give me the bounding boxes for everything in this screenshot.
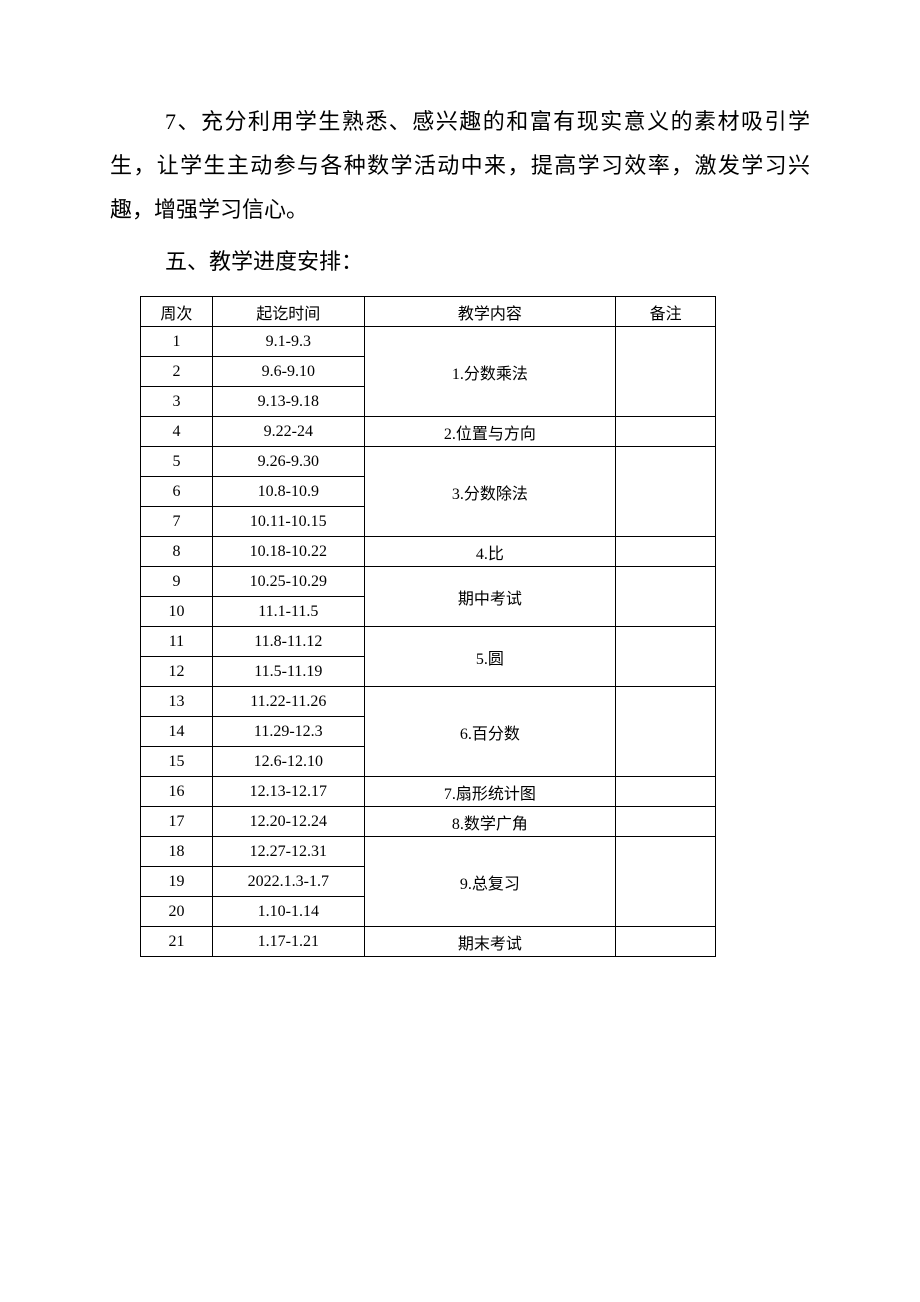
cell-week: 16 bbox=[141, 777, 213, 807]
cell-content: 2.位置与方向 bbox=[364, 417, 615, 447]
cell-date: 9.13-9.18 bbox=[212, 387, 364, 417]
cell-week: 9 bbox=[141, 567, 213, 597]
cell-date: 10.25-10.29 bbox=[212, 567, 364, 597]
cell-week: 20 bbox=[141, 897, 213, 927]
table-row: 211.17-1.21期末考试 bbox=[141, 927, 716, 957]
cell-date: 11.29-12.3 bbox=[212, 717, 364, 747]
cell-note bbox=[616, 627, 716, 687]
cell-week: 4 bbox=[141, 417, 213, 447]
cell-week: 18 bbox=[141, 837, 213, 867]
cell-date: 12.13-12.17 bbox=[212, 777, 364, 807]
cell-date: 12.27-12.31 bbox=[212, 837, 364, 867]
cell-date: 2022.1.3-1.7 bbox=[212, 867, 364, 897]
cell-date: 9.6-9.10 bbox=[212, 357, 364, 387]
cell-date: 11.1-11.5 bbox=[212, 597, 364, 627]
cell-note bbox=[616, 837, 716, 927]
cell-date: 9.22-24 bbox=[212, 417, 364, 447]
cell-week: 14 bbox=[141, 717, 213, 747]
cell-content: 7.扇形统计图 bbox=[364, 777, 615, 807]
cell-date: 1.17-1.21 bbox=[212, 927, 364, 957]
cell-week: 2 bbox=[141, 357, 213, 387]
cell-date: 12.20-12.24 bbox=[212, 807, 364, 837]
cell-note bbox=[616, 537, 716, 567]
cell-date: 11.8-11.12 bbox=[212, 627, 364, 657]
table-row: 910.25-10.29期中考试 bbox=[141, 567, 716, 597]
cell-week: 12 bbox=[141, 657, 213, 687]
cell-content: 期末考试 bbox=[364, 927, 615, 957]
cell-week: 8 bbox=[141, 537, 213, 567]
table-row: 1712.20-12.248.数学广角 bbox=[141, 807, 716, 837]
header-content: 教学内容 bbox=[364, 297, 615, 327]
cell-date: 10.18-10.22 bbox=[212, 537, 364, 567]
cell-note bbox=[616, 927, 716, 957]
cell-week: 5 bbox=[141, 447, 213, 477]
cell-date: 11.22-11.26 bbox=[212, 687, 364, 717]
header-week: 周次 bbox=[141, 297, 213, 327]
cell-note bbox=[616, 567, 716, 627]
cell-week: 3 bbox=[141, 387, 213, 417]
cell-content: 1.分数乘法 bbox=[364, 327, 615, 417]
cell-note bbox=[616, 327, 716, 417]
section-heading: 五、教学进度安排： bbox=[110, 240, 810, 284]
cell-note bbox=[616, 447, 716, 537]
header-note: 备注 bbox=[616, 297, 716, 327]
table-row: 1612.13-12.177.扇形统计图 bbox=[141, 777, 716, 807]
table-row: 49.22-242.位置与方向 bbox=[141, 417, 716, 447]
cell-note bbox=[616, 417, 716, 447]
cell-content: 3.分数除法 bbox=[364, 447, 615, 537]
cell-week: 7 bbox=[141, 507, 213, 537]
cell-week: 13 bbox=[141, 687, 213, 717]
cell-content: 9.总复习 bbox=[364, 837, 615, 927]
cell-week: 17 bbox=[141, 807, 213, 837]
cell-content: 期中考试 bbox=[364, 567, 615, 627]
table-row: 59.26-9.303.分数除法 bbox=[141, 447, 716, 477]
table-row: 1812.27-12.319.总复习 bbox=[141, 837, 716, 867]
cell-note bbox=[616, 777, 716, 807]
cell-content: 8.数学广角 bbox=[364, 807, 615, 837]
cell-note bbox=[616, 687, 716, 777]
table-row: 1111.8-11.125.圆 bbox=[141, 627, 716, 657]
table-row: 1311.22-11.266.百分数 bbox=[141, 687, 716, 717]
cell-date: 10.11-10.15 bbox=[212, 507, 364, 537]
table-body: 19.1-9.31.分数乘法29.6-9.1039.13-9.1849.22-2… bbox=[141, 327, 716, 957]
cell-week: 1 bbox=[141, 327, 213, 357]
cell-date: 11.5-11.19 bbox=[212, 657, 364, 687]
cell-week: 19 bbox=[141, 867, 213, 897]
cell-week: 11 bbox=[141, 627, 213, 657]
cell-date: 10.8-10.9 bbox=[212, 477, 364, 507]
table-header-row: 周次 起讫时间 教学内容 备注 bbox=[141, 297, 716, 327]
table-row: 19.1-9.31.分数乘法 bbox=[141, 327, 716, 357]
cell-date: 9.1-9.3 bbox=[212, 327, 364, 357]
cell-week: 10 bbox=[141, 597, 213, 627]
cell-week: 15 bbox=[141, 747, 213, 777]
cell-note bbox=[616, 807, 716, 837]
cell-date: 12.6-12.10 bbox=[212, 747, 364, 777]
table-row: 810.18-10.224.比 bbox=[141, 537, 716, 567]
cell-content: 4.比 bbox=[364, 537, 615, 567]
schedule-table: 周次 起讫时间 教学内容 备注 19.1-9.31.分数乘法29.6-9.103… bbox=[140, 296, 716, 957]
cell-content: 5.圆 bbox=[364, 627, 615, 687]
header-date: 起讫时间 bbox=[212, 297, 364, 327]
body-paragraph: 7、充分利用学生熟悉、感兴趣的和富有现实意义的素材吸引学生，让学生主动参与各种数… bbox=[110, 100, 810, 232]
cell-date: 9.26-9.30 bbox=[212, 447, 364, 477]
cell-week: 21 bbox=[141, 927, 213, 957]
cell-week: 6 bbox=[141, 477, 213, 507]
cell-content: 6.百分数 bbox=[364, 687, 615, 777]
cell-date: 1.10-1.14 bbox=[212, 897, 364, 927]
